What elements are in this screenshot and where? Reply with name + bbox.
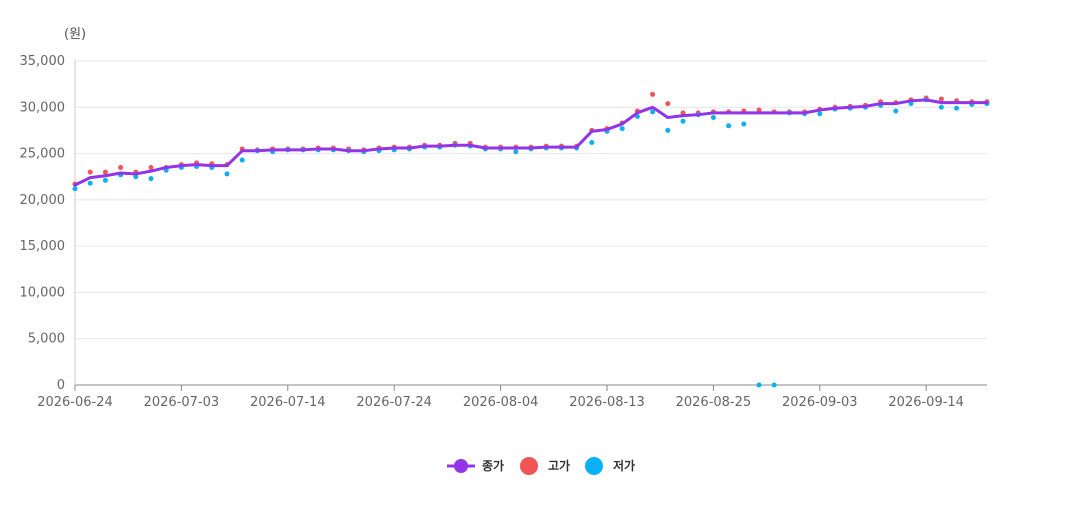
data-point[interactable] <box>771 382 777 388</box>
data-point[interactable] <box>756 107 762 113</box>
legend-marker-icon <box>454 459 468 473</box>
data-point[interactable] <box>710 114 716 120</box>
y-tick-label: 20,000 <box>20 193 66 208</box>
data-point[interactable] <box>756 382 762 388</box>
legend-label: 저가 <box>613 458 635 473</box>
legend-marker-icon <box>520 457 538 475</box>
legend-label: 고가 <box>548 458 570 473</box>
series-layer <box>72 91 990 388</box>
data-point[interactable] <box>239 157 245 163</box>
series-저가 <box>72 97 990 388</box>
legend-label: 종가 <box>482 458 504 473</box>
data-point[interactable] <box>87 180 93 186</box>
x-axis: 2026-06-24 2026-07-03 2026-07-14 2026-07-24… <box>37 59 987 410</box>
y-tick-label: 5,000 <box>28 332 65 347</box>
data-point[interactable] <box>72 186 78 192</box>
y-tick-label: 35,000 <box>20 54 66 69</box>
y-tick-label: 15,000 <box>20 239 66 254</box>
legend-marker-icon <box>585 457 603 475</box>
legend-item[interactable]: 종가 <box>447 458 504 473</box>
y-tick-label: 0 <box>57 378 65 393</box>
x-tick-label: 2026-08-04 <box>463 395 539 410</box>
data-point[interactable] <box>102 169 108 175</box>
y-tick-label: 25,000 <box>20 147 66 162</box>
series-line[interactable] <box>73 98 989 187</box>
data-point[interactable] <box>726 123 732 129</box>
x-tick-label: 2026-09-14 <box>888 395 964 410</box>
x-tick-label: 2026-06-24 <box>37 395 113 410</box>
legend-item[interactable]: 고가 <box>520 457 570 475</box>
y-tick-label: 10,000 <box>20 285 66 300</box>
y-tick-label: 30,000 <box>20 100 66 115</box>
data-point[interactable] <box>817 111 823 117</box>
series-종가 <box>73 98 989 187</box>
data-point[interactable] <box>224 171 230 177</box>
data-point[interactable] <box>893 108 899 114</box>
data-point[interactable] <box>619 126 625 132</box>
data-point[interactable] <box>87 169 93 175</box>
legend-item[interactable]: 저가 <box>585 457 635 475</box>
x-tick-label: 2026-07-14 <box>250 395 326 410</box>
data-point[interactable] <box>118 164 124 170</box>
legend[interactable]: 종가 고가 저가 <box>447 457 635 475</box>
data-point[interactable] <box>954 105 960 111</box>
data-point[interactable] <box>650 109 656 115</box>
data-point[interactable] <box>741 121 747 127</box>
data-point[interactable] <box>133 174 139 180</box>
data-point[interactable] <box>148 164 154 170</box>
y-axis-unit-label: (원) <box>64 27 86 42</box>
data-point[interactable] <box>650 91 656 97</box>
y-axis-ticks: 0 5,000 10,000 15,000 20,000 25,000 30,000 35,0… <box>20 54 66 393</box>
x-tick-label: 2026-07-24 <box>356 395 432 410</box>
data-point[interactable] <box>102 177 108 183</box>
grid-lines <box>75 60 987 340</box>
data-point[interactable] <box>938 104 944 110</box>
data-point[interactable] <box>938 96 944 102</box>
data-point[interactable] <box>513 149 519 155</box>
x-tick-label: 2026-07-03 <box>144 395 220 410</box>
data-point[interactable] <box>665 127 671 133</box>
x-tick-label: 2026-09-03 <box>782 395 858 410</box>
data-point[interactable] <box>680 118 686 124</box>
data-point[interactable] <box>665 101 671 107</box>
x-tick-label: 2026-08-13 <box>569 395 645 410</box>
data-point[interactable] <box>589 139 595 145</box>
data-point[interactable] <box>148 176 154 182</box>
x-tick-label: 2026-08-25 <box>676 395 752 410</box>
